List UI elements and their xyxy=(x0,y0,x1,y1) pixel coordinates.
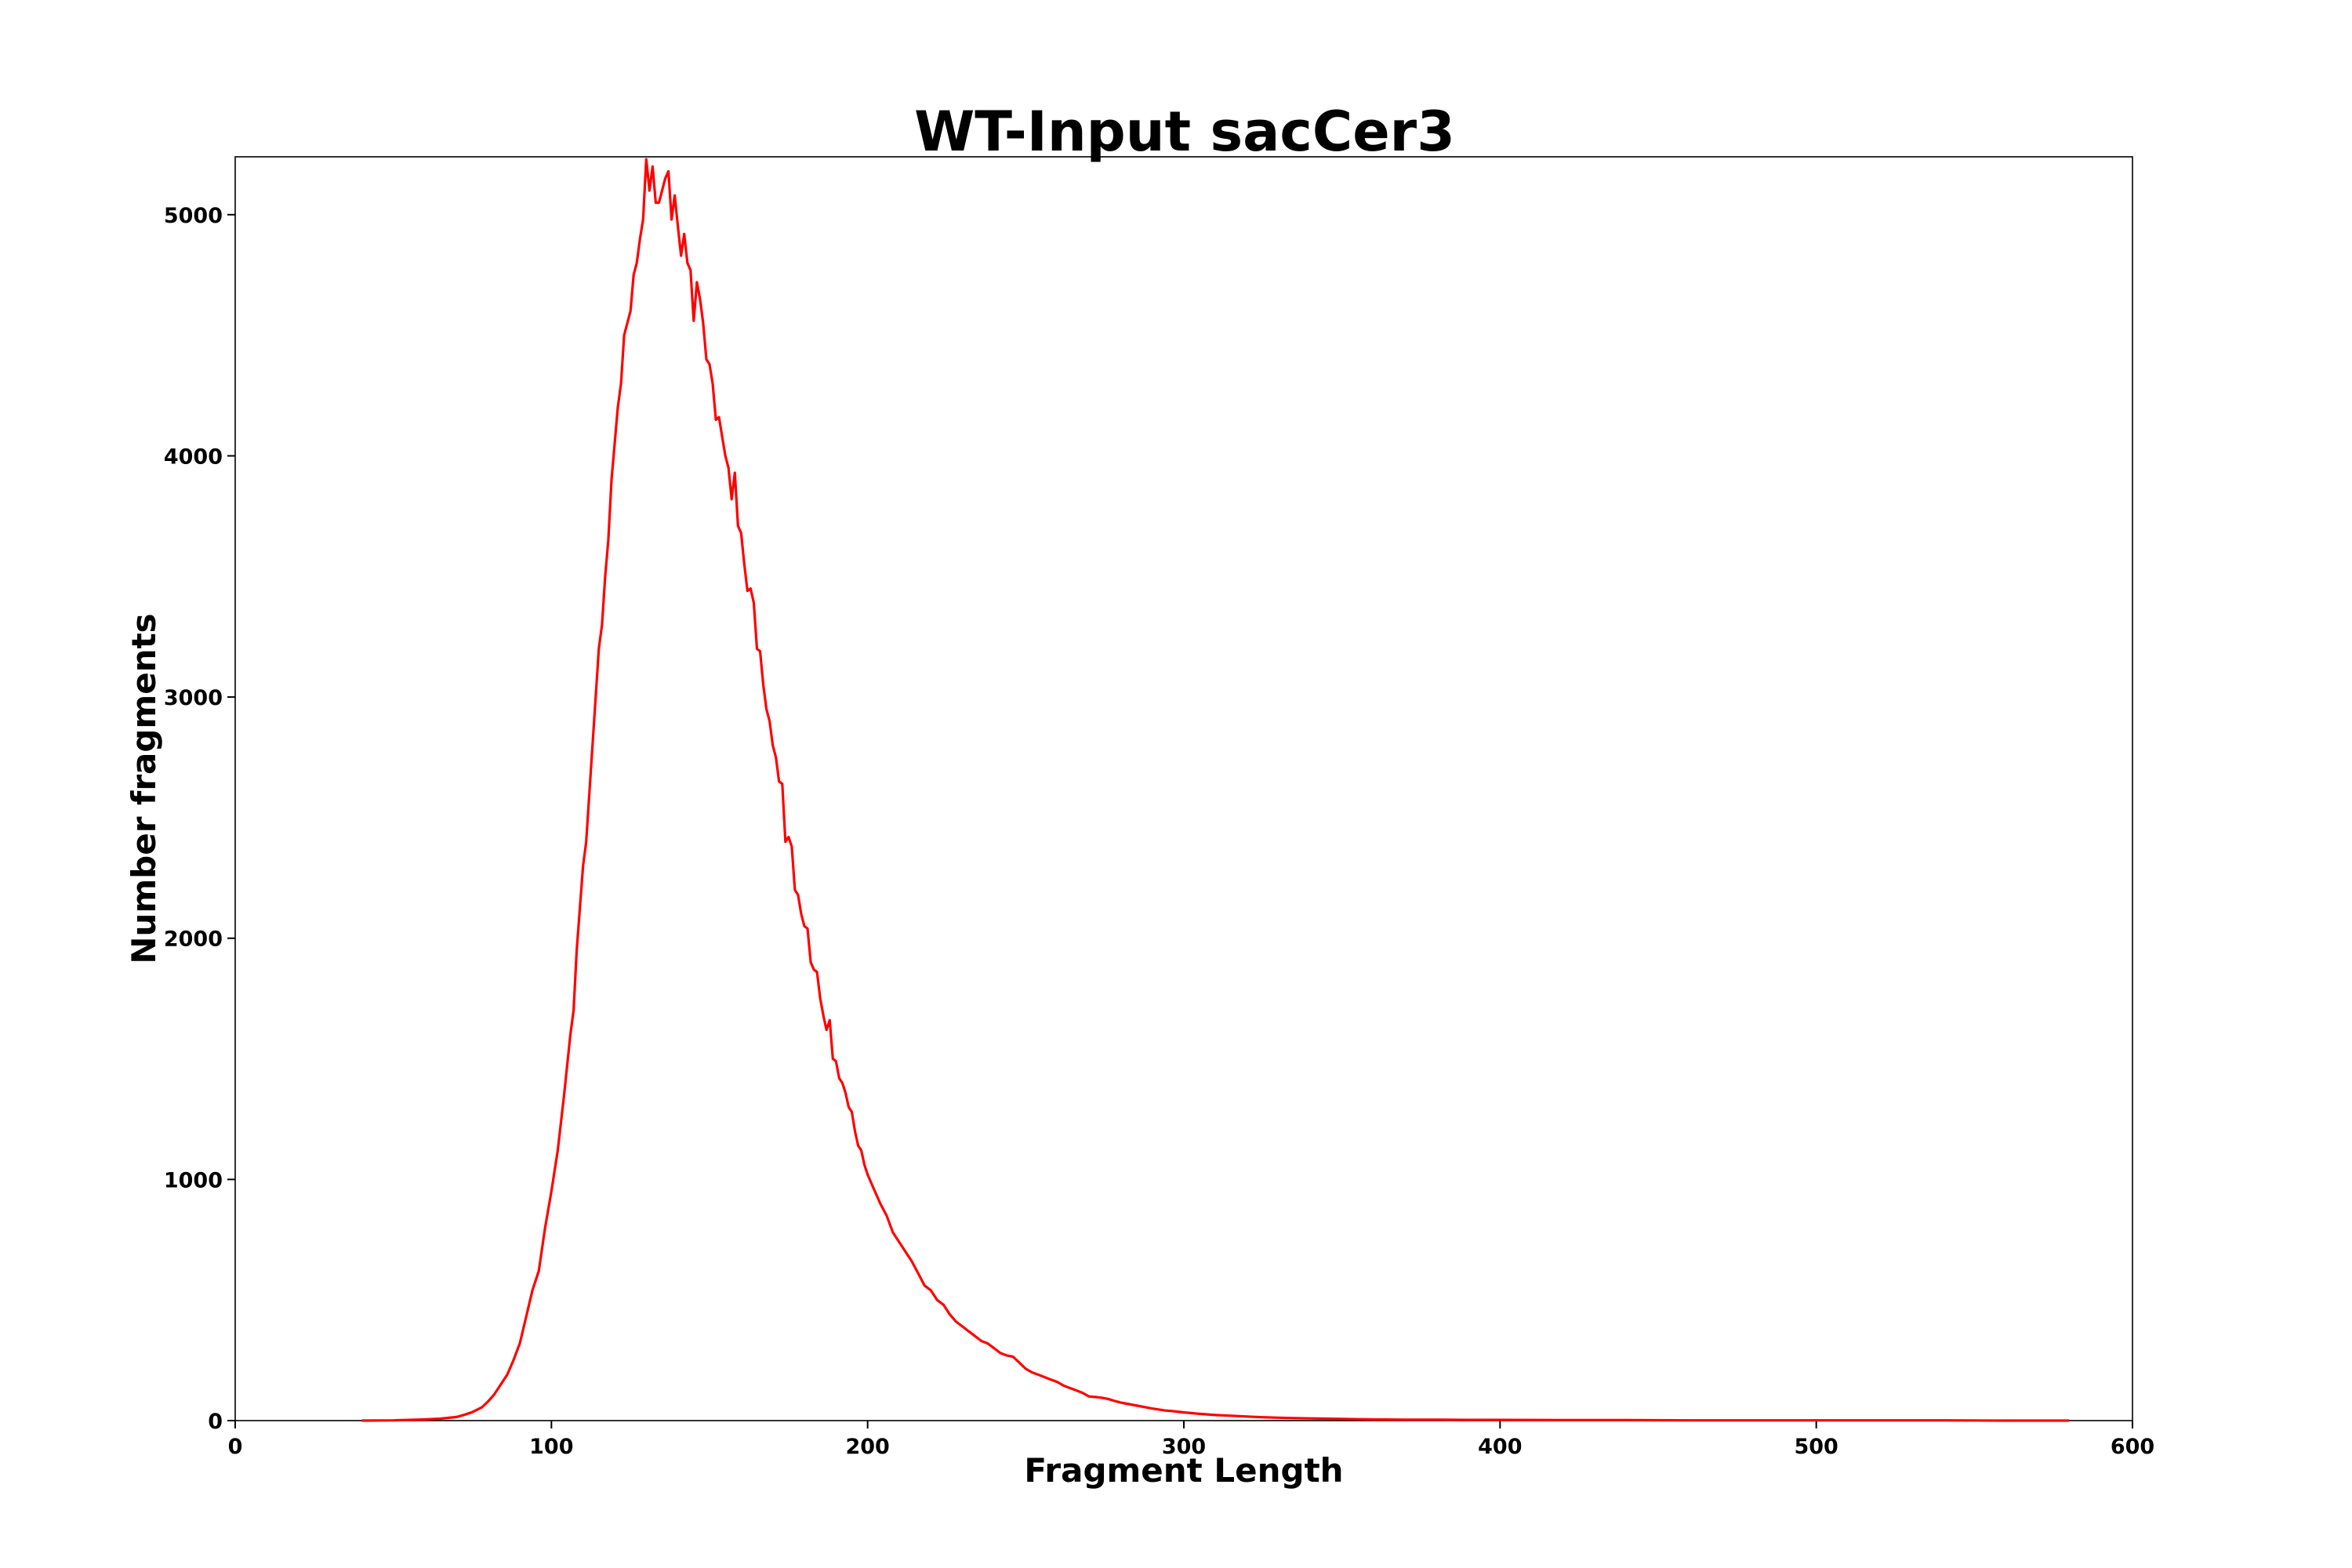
x-tick-label: 400 xyxy=(1478,1435,1522,1459)
x-tick-label: 100 xyxy=(529,1435,573,1459)
x-axis: 0 100 200 300 400 500 600 xyxy=(228,1421,2154,1459)
x-axis-label: Fragment Length xyxy=(1024,1451,1343,1490)
y-tick-label: 5000 xyxy=(164,204,223,228)
x-tick-label: 600 xyxy=(2111,1435,2154,1459)
y-tick-label: 4000 xyxy=(164,445,223,469)
y-tick-label: 1000 xyxy=(164,1168,223,1192)
y-tick-label: 2000 xyxy=(164,927,223,952)
y-axis: 0 1000 2000 3000 4000 5000 xyxy=(164,204,235,1434)
x-tick-label: 500 xyxy=(1794,1435,1838,1459)
plot-area-frame xyxy=(234,156,2133,1421)
y-axis-label: Number fragments xyxy=(125,613,163,964)
x-tick-label: 200 xyxy=(845,1435,889,1459)
y-tick-label: 3000 xyxy=(164,686,223,710)
x-tick-label: 0 xyxy=(228,1435,243,1459)
y-tick-label: 0 xyxy=(208,1410,223,1434)
x-tick-label: 300 xyxy=(1162,1435,1206,1459)
chart-title: WT-Input sacCer3 xyxy=(914,100,1455,164)
series-line xyxy=(361,158,2070,1422)
